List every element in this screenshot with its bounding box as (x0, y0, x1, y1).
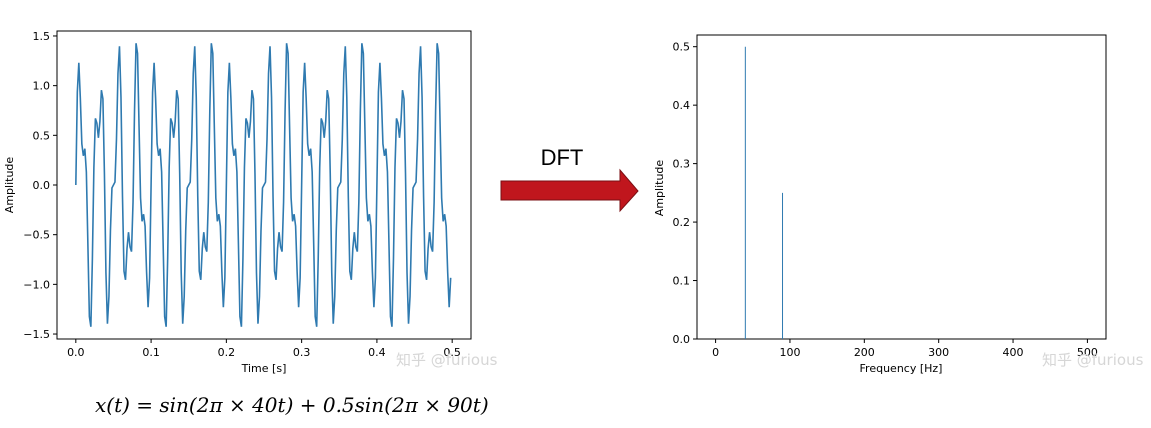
watermark-right: 知乎 @furious (1042, 351, 1144, 369)
signal-formula: x(t) = sin(2π × 40t) + 0.5sin(2π × 90t) (95, 393, 489, 417)
freq-y-axis-label: Amplitude (653, 160, 666, 217)
freq-y-tick-label: 0.0 (673, 333, 691, 346)
freq-y-ticks: 0.0 0.1 0.2 0.3 0.4 0.5 (673, 41, 697, 346)
dft-label: DFT (541, 145, 584, 170)
time-y-tick-label: 0.5 (33, 129, 51, 142)
time-signal-line (75, 43, 452, 327)
time-y-axis-label: Amplitude (3, 157, 16, 214)
frequency-domain-chart: 0 100 200 300 400 500 0.0 0.1 0.2 0.3 0.4 0.5 Freq… (653, 34, 1107, 375)
freq-y-tick-label: 0.1 (673, 275, 691, 288)
watermark-left: 知乎 @furious (396, 351, 498, 369)
freq-x-tick-label: 200 (854, 346, 875, 359)
freq-x-tick-label: 500 (1077, 346, 1098, 359)
time-x-axis-label: Time [s] (241, 362, 287, 375)
freq-x-ticks: 0 100 200 300 400 500 (712, 339, 1098, 359)
time-x-tick-label: 0.3 (293, 346, 311, 359)
freq-x-axis-label: Frequency [Hz] (860, 362, 943, 375)
freq-x-tick-label: 0 (712, 346, 719, 359)
time-y-tick-label: −0.5 (23, 229, 50, 242)
freq-plot-frame (696, 34, 1107, 340)
freq-x-tick-label: 400 (1003, 346, 1024, 359)
freq-y-tick-label: 0.2 (673, 216, 691, 229)
time-y-tick-label: 1.5 (33, 30, 51, 43)
time-y-tick-label: 0.0 (33, 179, 51, 192)
time-y-tick-label: −1.0 (23, 278, 50, 291)
freq-x-tick-label: 300 (928, 346, 949, 359)
time-y-ticks: −1.5 −1.0 −0.5 0.0 0.5 1.0 1.5 (23, 30, 57, 341)
freq-bars (744, 46, 784, 339)
time-y-tick-label: 1.0 (33, 80, 51, 93)
time-x-ticks: 0.0 0.1 0.2 0.3 0.4 0.5 (67, 339, 461, 359)
time-x-tick-label: 0.1 (142, 346, 160, 359)
time-x-tick-label: 0.4 (368, 346, 386, 359)
freq-x-tick-label: 100 (779, 346, 800, 359)
time-domain-chart: 0.0 0.1 0.2 0.3 0.4 0.5 −1.5 −1.0 −0.5 0.0 0.5 1.0… (3, 30, 472, 375)
dft-arrow-shape (500, 168, 639, 213)
freq-y-tick-label: 0.5 (673, 41, 691, 54)
time-x-tick-label: 0.0 (67, 346, 85, 359)
time-x-tick-label: 0.5 (443, 346, 461, 359)
dft-arrow: DFT (500, 145, 639, 213)
freq-y-tick-label: 0.3 (673, 158, 691, 171)
freq-y-tick-label: 0.4 (673, 99, 691, 112)
time-x-tick-label: 0.2 (218, 346, 236, 359)
time-y-tick-label: −1.5 (23, 328, 50, 341)
